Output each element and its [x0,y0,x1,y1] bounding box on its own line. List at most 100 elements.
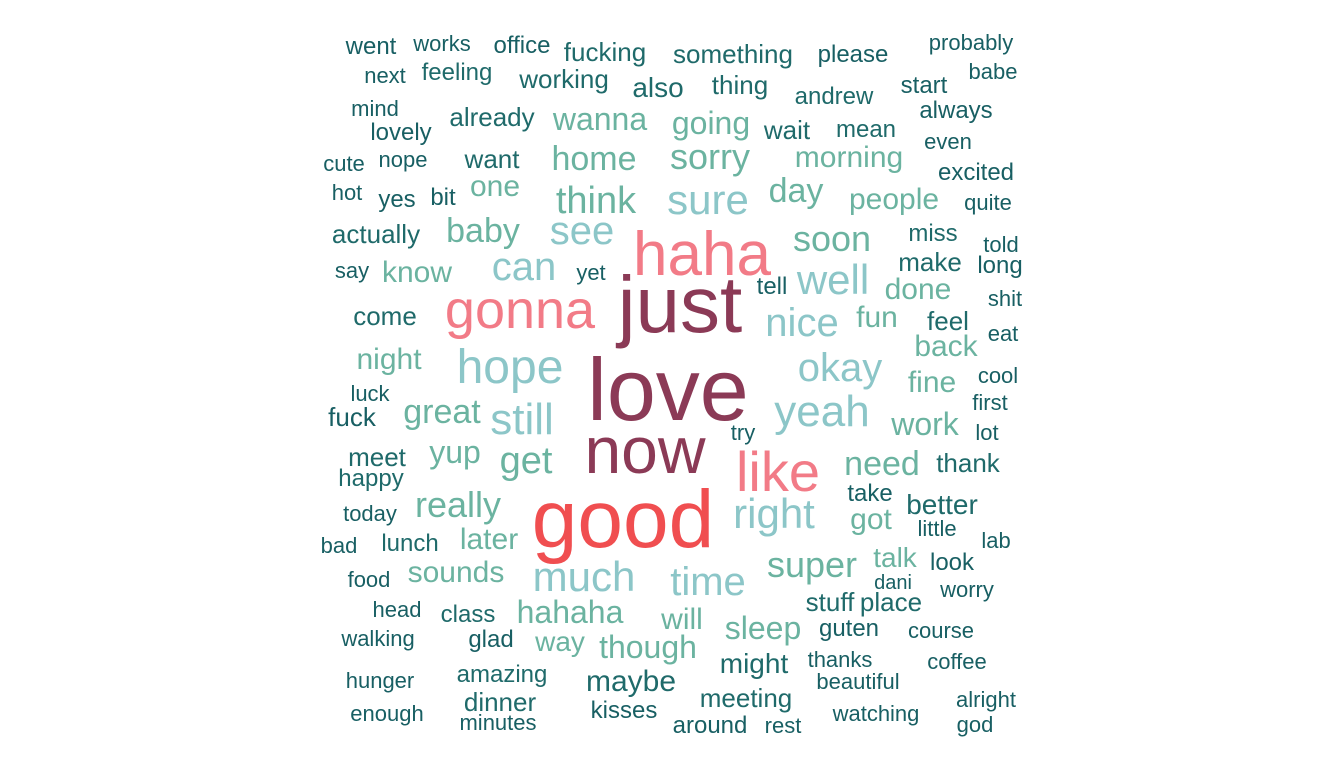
word-kisses: kisses [590,697,658,724]
word-next: next [364,63,406,88]
word-baby: baby [446,212,520,250]
word-something: something [673,39,793,69]
word-tell: tell [756,273,788,300]
word-always: always [919,97,993,124]
word-feeling: feeling [421,59,493,86]
word-yeah: yeah [774,387,870,436]
word-lot: lot [975,420,999,445]
word-head: head [372,597,422,622]
word-better: better [906,489,978,520]
word-take: take [847,480,893,507]
word-yes: yes [378,186,416,213]
word-fine: fine [907,366,957,399]
word-even: even [924,129,972,154]
word-make: make [898,247,962,277]
word-much: much [532,553,636,600]
word-eat: eat [987,321,1019,346]
word-nope: nope [378,147,428,172]
word-god: god [956,712,994,737]
word-quite: quite [964,190,1012,215]
word-mind: mind [351,96,399,121]
word-working: working [519,64,609,94]
word-time: time [670,560,746,604]
word-worry: worry [940,577,994,602]
word-walking: walking [341,626,415,651]
word-enough: enough [350,701,424,726]
word-course: course [907,618,975,643]
word-office: office [493,32,551,59]
word-right: right [733,490,815,537]
word-cool: cool [977,363,1019,388]
word-probably: probably [928,30,1014,55]
word-around: around [672,712,748,739]
word-sorry: sorry [670,136,750,177]
word-sure: sure [667,176,749,223]
word-mean: mean [835,116,897,143]
word-done: done [884,273,952,306]
word-got: got [850,503,892,536]
word-feel: feel [927,306,969,336]
word-bad: bad [320,533,358,558]
word-one: one [469,170,521,203]
word-works: works [413,31,471,56]
word-happy: happy [338,465,404,492]
word-soon: soon [792,218,872,259]
word-people: people [848,183,940,216]
word-yup: yup [429,434,481,470]
word-need: need [844,445,920,483]
word-just: just [617,260,743,349]
word-day: day [768,172,824,210]
word-lunch: lunch [381,530,439,557]
word-nice: nice [765,301,839,345]
word-also: also [632,72,684,103]
word-told: told [983,232,1019,257]
word-well: well [796,256,870,303]
word-good: good [531,474,715,565]
word-lovely: lovely [370,119,432,146]
word-work: work [891,406,959,442]
word-maybe: maybe [585,665,677,698]
word-gonna: gonna [444,280,596,340]
word-food: food [347,567,391,592]
word-hahaha: hahaha [516,594,624,630]
word-andrew: andrew [794,83,874,110]
word-glad: glad [468,626,514,653]
word-want: want [464,144,520,174]
word-luck: luck [350,381,390,406]
word-still: still [490,395,554,444]
word-home: home [551,140,637,178]
word-lab: lab [981,528,1011,553]
word-great: great [403,393,481,431]
word-wanna: wanna [552,101,648,137]
word-though: though [599,629,697,665]
word-like: like [735,440,821,503]
word-babe: babe [968,59,1018,84]
word-excited: excited [937,159,1015,186]
word-thank: thank [936,448,1000,478]
word-see: see [549,209,615,253]
word-know: know [381,256,453,289]
word-rest: rest [764,713,802,738]
word-sleep: sleep [724,610,802,646]
word-think: think [555,180,637,222]
word-super: super [766,544,858,585]
word-place: place [859,587,923,617]
word-coffee: coffee [927,649,987,674]
word-can: can [491,245,557,289]
word-later: later [459,523,519,556]
word-come: come [353,301,417,331]
word-dinner: dinner [463,687,537,717]
word-watching: watching [832,701,920,726]
word-guten: guten [818,615,880,642]
word-thanks: thanks [807,647,873,672]
word-look: look [929,549,975,576]
word-please: please [817,41,889,68]
word-miss: miss [908,220,958,247]
word-class: class [440,601,496,628]
word-fucking: fucking [563,37,647,67]
word-fuck: fuck [328,402,376,432]
word-wait: wait [763,115,811,145]
word-haha: haha [633,220,771,289]
word-long: long [977,252,1023,279]
